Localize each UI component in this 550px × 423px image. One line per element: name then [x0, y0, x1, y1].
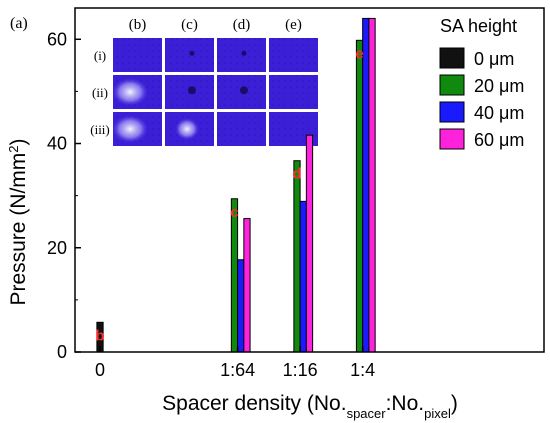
bar-annotation: b — [95, 327, 104, 344]
bar-annotation: e — [355, 45, 363, 62]
inset-damage-mark — [175, 118, 200, 140]
y-axis-label-sup: 2 — [6, 145, 21, 152]
inset-image-grid: (b) (c) (d) (e) (i) (ii) (iii) — [90, 17, 318, 146]
y-axis-label-main: Pressure (N/mm — [7, 153, 30, 306]
inset-tile-texture — [113, 38, 162, 72]
bar — [355, 39, 364, 353]
legend-entry: 40 μm — [474, 103, 524, 123]
legend-entry: 60 μm — [474, 130, 524, 150]
x-axis-label: Spacer density (No.spacer:No.pixel) — [162, 392, 458, 421]
bar-annotations: b c d e — [95, 45, 363, 344]
inset-row-label: (iii) — [90, 122, 110, 137]
x-tick-label: 0 — [95, 360, 105, 380]
x-axis-label-end: ) — [451, 392, 458, 415]
y-tick-label: 60 — [47, 29, 67, 49]
bar — [305, 134, 314, 353]
x-axis-label-sub2: pixel — [424, 406, 451, 421]
inset-damage-mark — [112, 78, 149, 106]
legend-swatch — [439, 128, 465, 150]
y-axis: 0 20 40 60 — [47, 29, 81, 362]
inset-tile-texture — [217, 112, 266, 146]
bar — [299, 200, 307, 353]
inset-row-label: (ii) — [92, 85, 108, 100]
legend-swatch — [439, 47, 465, 69]
bar — [243, 218, 251, 353]
inset-column-label: (b) — [129, 17, 147, 33]
y-tick-label: 20 — [47, 238, 67, 258]
x-tick-label: 1:64 — [220, 360, 255, 380]
bar-annotation: c — [230, 204, 238, 221]
inset-dot-mark — [239, 86, 248, 95]
x-tick-label: 1:16 — [283, 360, 318, 380]
legend-swatch — [439, 101, 465, 123]
x-axis-label-main: Spacer density (No. — [162, 392, 346, 415]
x-axis: 0 1:64 1:16 1:4 — [95, 346, 375, 380]
inset-dot-mark — [187, 86, 196, 95]
legend-entry: 0 μm — [474, 49, 514, 69]
inset-row-label: (i) — [94, 48, 106, 63]
bar — [230, 198, 239, 353]
inset-column-label: (c) — [181, 17, 198, 33]
inset-tile-texture — [269, 38, 318, 72]
inset-tile-texture — [165, 38, 214, 72]
bar-annotation: d — [292, 166, 301, 183]
bar — [293, 160, 301, 353]
x-axis-label-mid: :No. — [386, 392, 425, 415]
inset-dot-mark — [189, 50, 195, 56]
panel-label: (a) — [10, 15, 28, 32]
bar — [237, 259, 245, 353]
inset-column-label: (d) — [233, 17, 251, 33]
plot-frame — [74, 7, 545, 353]
bar — [368, 17, 376, 353]
inset-dot-mark — [241, 50, 247, 56]
inset-column-label: (e) — [285, 17, 302, 33]
y-axis-label-end: ) — [7, 138, 30, 145]
legend-entry: 20 μm — [474, 76, 524, 96]
legend: SA height 0 μm 20 μm 40 μm 60 μm — [439, 16, 524, 150]
legend-swatch — [439, 74, 465, 96]
y-axis-label: Pressure (N/mm2) — [6, 138, 31, 305]
inset-damage-mark — [112, 115, 149, 143]
bar-group — [96, 17, 376, 353]
x-axis-label-sub1: spacer — [347, 406, 387, 421]
y-tick-label: 0 — [57, 342, 67, 362]
bar — [362, 17, 370, 353]
legend-title: SA height — [440, 16, 517, 36]
y-tick-label: 40 — [47, 134, 67, 154]
x-tick-label: 1:4 — [350, 360, 375, 380]
inset-tile-texture — [269, 75, 318, 109]
inset-tile-texture — [217, 38, 266, 72]
